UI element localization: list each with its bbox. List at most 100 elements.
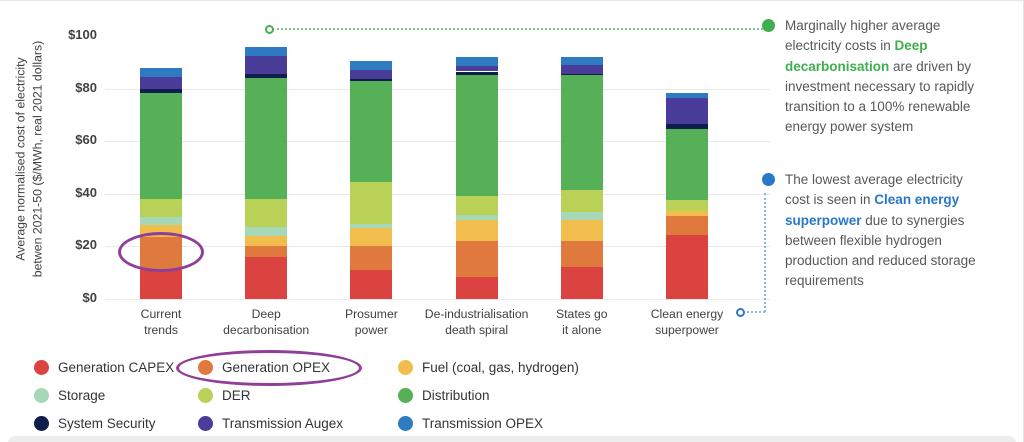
legend-item-transmission-augex: Transmission Augex: [198, 415, 398, 431]
annotation-text: Marginally higher average electricity co…: [785, 16, 990, 138]
category-label-line: Current: [140, 307, 182, 321]
category-label: Current trends: [99, 306, 223, 338]
category-label-line: De-industrialisation: [424, 307, 529, 321]
bar-segment-generation-opex: [560, 241, 603, 268]
bar-segment-storage: [245, 226, 288, 236]
highlight-ellipse-legend: [176, 350, 362, 386]
y-tick-label: $20: [75, 237, 97, 253]
category-label-line: Deep: [251, 307, 281, 321]
bar-segment-der: [560, 189, 603, 213]
bar-segment-der: [140, 199, 182, 218]
bar-segment-storage: [455, 214, 498, 221]
bar-segment-generation-capex: [140, 270, 182, 299]
y-tick-label: $0: [82, 290, 97, 305]
legend-label: Transmission Augex: [222, 415, 344, 431]
bar-segment-system-security: [560, 74, 603, 76]
green-bullet-icon: [762, 19, 775, 32]
bar-segment-system-security: [140, 88, 182, 93]
category-label-line: Prosumer: [344, 307, 398, 321]
gridline-40: [105, 193, 770, 195]
category-label: Prosumer power: [309, 306, 433, 338]
legend-item-system-security: System Security: [34, 415, 198, 431]
category-label-line: decarbonisation: [223, 323, 310, 338]
legend-item-storage: Storage: [34, 387, 198, 403]
bar-segment-distribution: [245, 78, 288, 200]
bar-segment-system-security: [455, 71, 498, 76]
bottom-strip: [8, 436, 1016, 442]
bar-segment-transmission-opex: [245, 46, 288, 56]
bar-segment-der: [455, 196, 498, 215]
bar-segment-der: [350, 181, 393, 225]
bar-segment-transmission-opex: [666, 92, 708, 98]
y-axis-title: Average normalised cost of electricity b…: [13, 40, 44, 278]
bar-segment-transmission-opex: [350, 60, 393, 71]
bar-segment-transmission-augex: [140, 76, 182, 89]
category-label-line: superpower: [655, 323, 719, 338]
legend-swatch-icon: [34, 359, 49, 375]
legend-label: DER: [222, 387, 251, 403]
bar-segment-fuel-coal-gas-hydrogen-: [245, 235, 288, 247]
blue-bullet-icon: [762, 173, 775, 186]
blue-connector-line-horizontal: [747, 311, 765, 313]
bar-segment-transmission-augex: [455, 66, 498, 72]
bar-segment-fuel-coal-gas-hydrogen-: [350, 227, 393, 247]
bar-segment-system-security: [666, 124, 708, 130]
y-tick-label: $60: [75, 132, 97, 148]
legend-swatch-icon: [34, 415, 49, 431]
annotation-highlight-deep-decarbonisation: Deep decarbonisation: [785, 38, 928, 74]
legend-swatch-icon: [398, 387, 413, 403]
bar-segment-distribution: [666, 129, 708, 201]
category-label: Deep decarbonisation: [204, 306, 328, 338]
bar-segment-transmission-opex: [140, 67, 182, 77]
bar-segment-generation-capex: [350, 270, 393, 299]
category-label-line: trends: [144, 323, 178, 338]
bar-segment-transmission-augex: [560, 64, 603, 75]
bar-segment-generation-opex: [245, 246, 288, 257]
category-label: De-industrialisation death spiral: [415, 306, 539, 338]
legend-label: Generation CAPEX: [58, 359, 175, 375]
annotation-segment: The lowest average electricity cost is s…: [785, 172, 963, 208]
legend-item-distribution: Distribution: [398, 387, 658, 403]
category-label-line: it alone: [562, 323, 602, 338]
bar-segment-storage: [560, 212, 603, 221]
category-label-line: death spiral: [445, 323, 509, 338]
bar-segment-transmission-augex: [350, 70, 393, 80]
bar-segment-generation-opex: [455, 241, 498, 277]
bar-segment-transmission-augex: [666, 97, 708, 125]
green-connector-line: [277, 28, 763, 30]
legend-label: Fuel (coal, gas, hydrogen): [422, 359, 579, 375]
green-connector-start-circle-icon: [265, 25, 274, 34]
bar-segment-distribution: [455, 75, 498, 197]
legend-item-der: DER: [198, 387, 398, 403]
gridline-80: [105, 88, 770, 90]
y-tick-label: $100: [68, 27, 97, 42]
legend-swatch-icon: [34, 387, 49, 403]
legend-swatch-icon: [398, 359, 413, 375]
bar-segment-distribution: [560, 75, 603, 190]
legend-swatch-icon: [198, 387, 213, 403]
bar-segment-generation-opex: [350, 246, 393, 271]
bar-segment-storage: [350, 224, 393, 228]
legend-swatch-icon: [198, 415, 213, 431]
annotation-text: The lowest average electricity cost is s…: [785, 170, 990, 292]
legend-label: System Security: [58, 415, 156, 431]
gridline-0: [105, 299, 770, 300]
bar-segment-distribution: [350, 80, 393, 182]
blue-connector-start-circle-icon: [736, 308, 745, 317]
annotation-deep-decarbonisation: Marginally higher average electricity co…: [762, 16, 1002, 138]
legend-item-fuel-coal-gas-hydrogen-: Fuel (coal, gas, hydrogen): [398, 359, 658, 375]
highlight-ellipse-chart: [118, 232, 204, 272]
legend-swatch-icon: [398, 415, 413, 431]
gridline-60: [105, 141, 770, 143]
bar-segment-generation-capex: [666, 234, 708, 299]
bar-segment-transmission-augex: [245, 55, 288, 75]
bar-segment-transmission-opex: [560, 57, 603, 65]
bar-segment-generation-capex: [560, 267, 603, 299]
bar-segment-storage: [140, 217, 182, 226]
category-label-line: States go: [556, 307, 608, 321]
bar-segment-fuel-coal-gas-hydrogen-: [455, 220, 498, 242]
annotation-segment: are driven by investment necessary to ra…: [785, 58, 975, 135]
bar-segment-generation-capex: [455, 276, 498, 299]
bar-segment-der: [666, 200, 708, 211]
